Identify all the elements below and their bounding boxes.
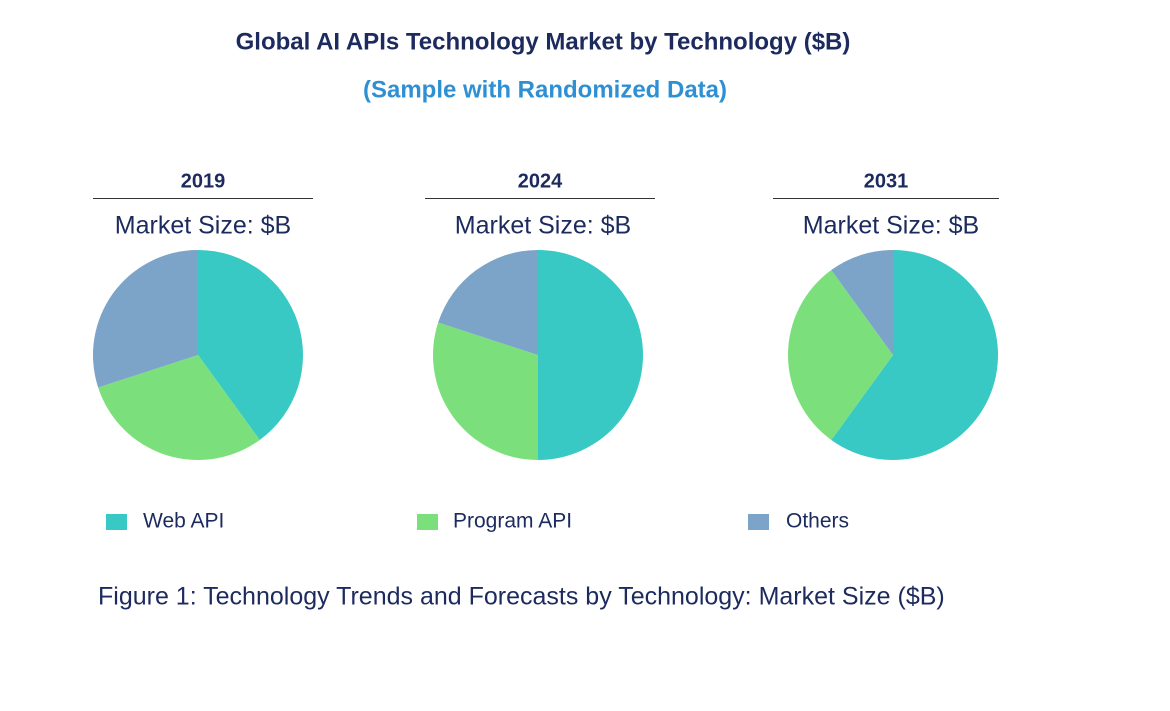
- pie-slice: [438, 250, 538, 355]
- caption: Figure 1: Technology Trends and Forecast…: [98, 583, 945, 611]
- pie-slice: [198, 250, 304, 440]
- legend-label: Web API: [143, 510, 224, 533]
- title: Global AI APIs Technology Market by Tech…: [236, 28, 851, 55]
- pie-slice: [831, 250, 893, 355]
- subtitle: (Sample with Randomized Data): [363, 76, 727, 103]
- pie-title: 2031: [864, 170, 909, 192]
- pie-title: 2019: [181, 170, 226, 192]
- pie-slice: [433, 322, 538, 460]
- pie-subtitle: Market Size: $B: [115, 212, 291, 240]
- pie-slice: [92, 250, 198, 388]
- pie-slice: [98, 355, 260, 460]
- pie-subtitle: Market Size: $B: [803, 212, 979, 240]
- pie-slice: [788, 270, 893, 440]
- pie-title: 2024: [518, 170, 563, 192]
- pie-slice: [538, 250, 643, 460]
- pie-subtitle: Market Size: $B: [455, 212, 631, 240]
- legend-label: Others: [786, 510, 849, 533]
- legend-swatch: [417, 514, 438, 530]
- legend-swatch: [106, 514, 127, 530]
- legend-label: Program API: [453, 510, 572, 533]
- legend-swatch: [748, 514, 769, 530]
- pie-slice: [831, 250, 998, 460]
